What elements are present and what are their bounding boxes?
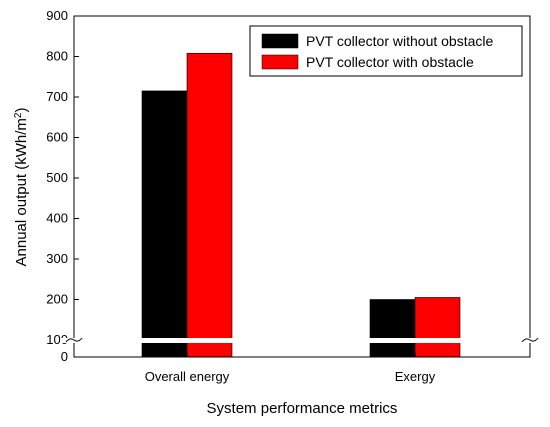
legend-swatch-1 [261, 54, 299, 70]
axis-break-mark-right [521, 337, 539, 343]
bar-without-obstacle-1 [369, 299, 416, 358]
y-axis-label: Annual output (kWh/m2) [13, 108, 31, 267]
y-tick-label: 800 [46, 49, 68, 64]
y-tick-label: 200 [46, 292, 68, 307]
x-tick-label: Overall energy [145, 369, 230, 384]
legend-entry-1: PVT collector with obstacle [306, 54, 474, 70]
legend-entry-0: PVT collector without obstacle [306, 33, 493, 49]
y-tick-label: 600 [46, 130, 68, 145]
bar-with-obstacle-0 [186, 52, 233, 358]
y-tick-label: 100 [46, 332, 68, 347]
plot-frame [73, 15, 531, 358]
bar-without-obstacle-0 [141, 90, 188, 358]
legend-swatch-0 [261, 33, 299, 49]
axis-break-mark-left [65, 337, 83, 343]
x-tick-label: Exergy [395, 369, 436, 384]
y-tick-label: 500 [46, 170, 68, 185]
y-tick-label: 400 [46, 211, 68, 226]
axis-break-band [60, 338, 544, 343]
y-tick-label: 300 [46, 251, 68, 266]
y-tick-label: 900 [46, 8, 68, 23]
y-tick-label: 700 [46, 89, 68, 104]
y-tick-label-origin: 0 [61, 349, 68, 364]
x-axis-label: System performance metrics [207, 400, 398, 417]
bar-with-obstacle-1 [414, 297, 461, 358]
